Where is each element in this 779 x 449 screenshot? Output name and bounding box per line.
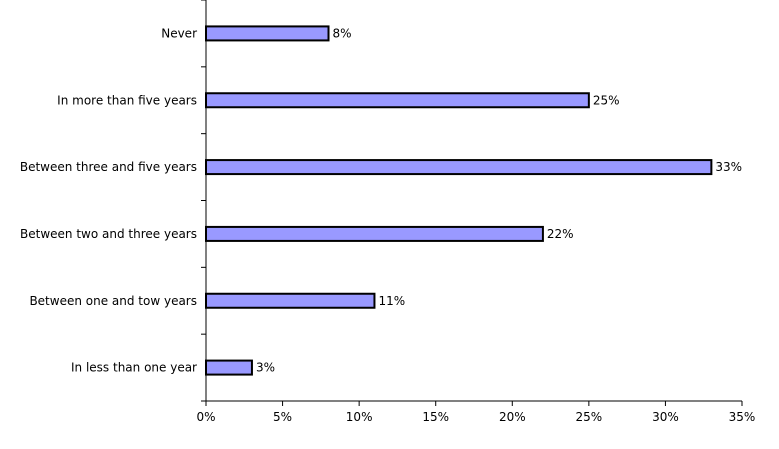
category-label: Between two and three years <box>20 227 197 241</box>
category-label: In more than five years <box>57 93 197 107</box>
value-labels-group: 8% 25% 33% 22% 11% 3% <box>256 26 742 374</box>
bar-4 <box>205 292 376 309</box>
x-tick-label: 15% <box>422 410 449 424</box>
x-tick-label: 0% <box>196 410 215 424</box>
bar-3 <box>205 225 544 242</box>
category-label: Never <box>161 26 197 40</box>
x-tick-label: 35% <box>729 410 756 424</box>
value-label: 8% <box>333 26 352 40</box>
bar-2 <box>205 159 713 176</box>
value-label: 33% <box>715 160 742 174</box>
bars-group <box>205 25 713 376</box>
x-tick-label: 30% <box>652 410 679 424</box>
x-tick-label: 5% <box>273 410 292 424</box>
category-label: Between three and five years <box>20 160 197 174</box>
y-axis <box>201 0 207 402</box>
bar-1 <box>205 92 590 109</box>
category-label: Between one and tow years <box>29 294 197 308</box>
category-labels-group: Never In more than five years Between thre… <box>20 26 197 374</box>
category-label: In less than one year <box>71 361 197 375</box>
value-label: 25% <box>593 93 620 107</box>
bar-0 <box>205 25 330 42</box>
value-label: 3% <box>256 361 275 375</box>
x-tick-label: 20% <box>499 410 526 424</box>
value-label: 11% <box>378 294 405 308</box>
value-label: 22% <box>547 227 574 241</box>
bar-5 <box>205 359 253 376</box>
x-tick-label: 25% <box>576 410 603 424</box>
x-axis: 0% 5% 10% 15% 20% 25% 30% 35% <box>196 400 756 424</box>
x-tick-label: 10% <box>346 410 373 424</box>
